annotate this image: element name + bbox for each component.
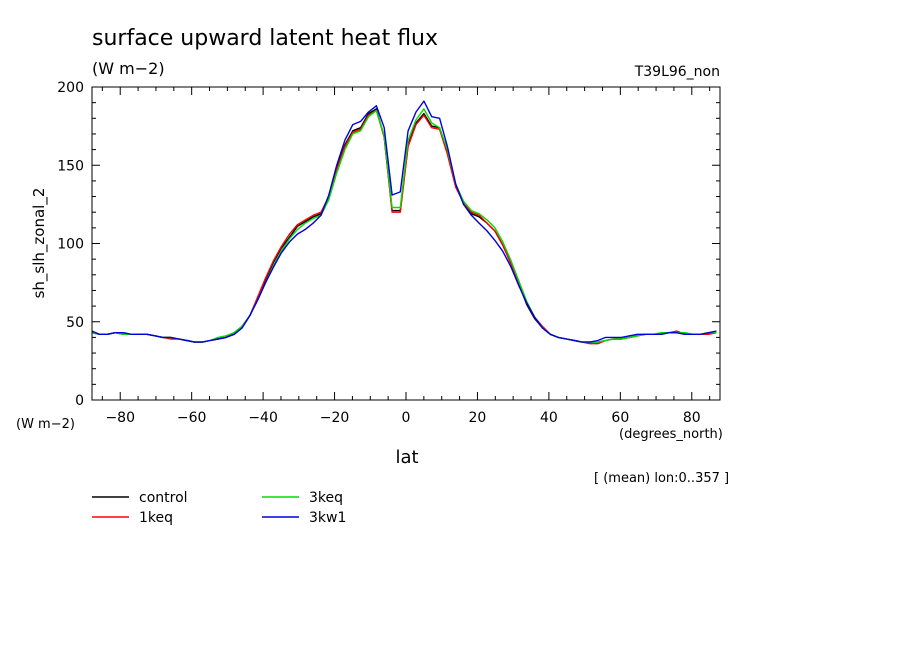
- plot-lines: [91, 100, 717, 345]
- y-tick-label: 50: [66, 315, 84, 331]
- x-tick-label: 0: [402, 410, 411, 426]
- plot-frame: [91, 86, 721, 401]
- x-tick-label: 80: [683, 410, 701, 426]
- run-label: T39L96_non: [634, 64, 720, 80]
- y-tick-label: 100: [57, 237, 84, 253]
- series-line-1keq: [91, 109, 717, 345]
- x-tick-label: −60: [177, 410, 207, 426]
- y-tick-label: 150: [57, 158, 84, 174]
- x-tick-label: −80: [105, 410, 135, 426]
- y-tick-label: 0: [75, 393, 84, 409]
- chart-title: surface upward latent heat flux: [92, 26, 438, 51]
- x-tick-label: −20: [320, 410, 350, 426]
- x-tick-label: 20: [469, 410, 487, 426]
- legend-label-1keq: 1keq: [139, 510, 173, 526]
- series-line-3keq: [91, 108, 717, 343]
- legend-label-3keq: 3keq: [309, 490, 343, 506]
- x-tick-label: 40: [540, 410, 558, 426]
- plot-axes: −80 −60 −40 −20 0 20 40 60 80 0 50 100 150 200: [57, 80, 720, 426]
- y-tick-label: 200: [57, 80, 84, 96]
- x-tick-label: 60: [611, 410, 629, 426]
- x-axis-label: lat: [395, 447, 418, 468]
- series-line-control: [91, 108, 717, 343]
- legend-label-3kw1: 3kw1: [309, 510, 346, 526]
- x-axis-units: (degrees_north): [619, 427, 723, 442]
- mean-note: [ (mean) lon:0..357 ]: [594, 471, 729, 486]
- chart-subtitle: (W m−2): [92, 59, 165, 78]
- y-axis-label: sh_slh_zonal_2: [30, 188, 49, 299]
- series-line-3kw1: [91, 100, 717, 343]
- legend: control 1keq 3keq 3kw1: [92, 490, 346, 526]
- legend-label-control: control: [139, 490, 188, 506]
- x-tick-label: −40: [248, 410, 278, 426]
- y-axis-units: (W m−2): [16, 417, 75, 432]
